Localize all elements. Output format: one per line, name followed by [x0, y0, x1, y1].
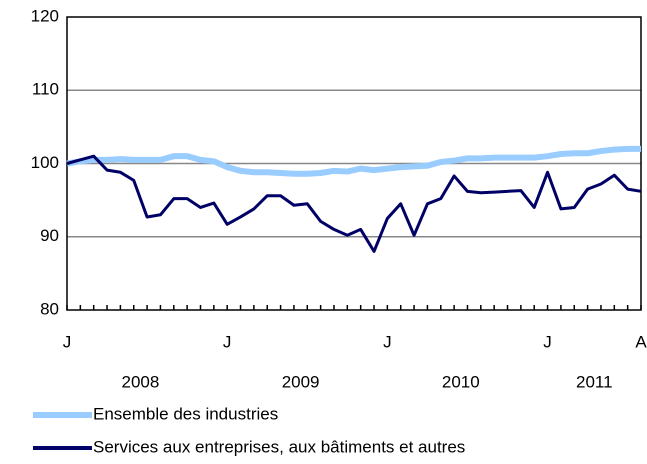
x-tick-label: A	[635, 332, 647, 351]
x-tick-label: J	[223, 332, 232, 351]
series-line	[66, 154, 642, 253]
y-tick-label: 120	[31, 6, 59, 25]
legend-label: Services aux entreprises, aux bâtiments …	[93, 437, 465, 456]
year-label: 2011	[576, 372, 613, 391]
year-label: 2009	[282, 372, 320, 391]
y-tick-label: 80	[40, 299, 59, 318]
x-tick-label: J	[63, 332, 72, 351]
legend-label: Ensemble des industries	[93, 404, 278, 423]
series-line	[66, 145, 641, 177]
year-label: 2008	[122, 372, 160, 391]
y-tick-label: 100	[31, 153, 59, 172]
year-label: 2010	[442, 372, 480, 391]
y-tick-label: 90	[40, 226, 59, 245]
x-tick-label: J	[383, 332, 392, 351]
y-tick-label: 110	[32, 80, 59, 99]
x-tick-label: J	[543, 332, 552, 351]
